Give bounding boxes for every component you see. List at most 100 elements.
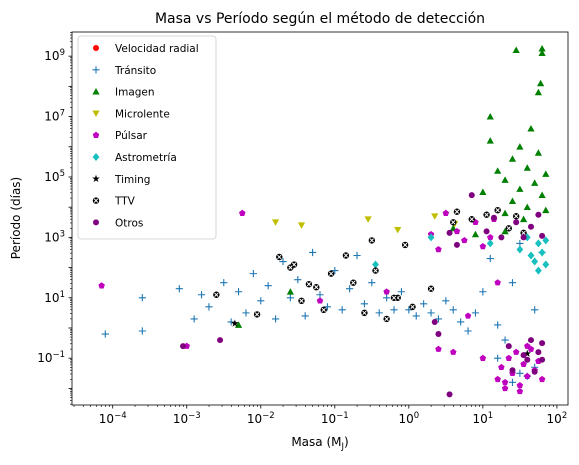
point-8-14 xyxy=(505,343,512,350)
point-7-15 xyxy=(409,303,416,311)
point-7-7 xyxy=(320,306,327,314)
point-4-34 xyxy=(494,279,501,286)
point-7-20-cross xyxy=(506,226,511,231)
legend-marker-4-shape xyxy=(92,131,100,138)
point-2-24-shape xyxy=(542,170,550,177)
point-8-0-shape xyxy=(180,343,187,350)
point-1-42 xyxy=(479,288,487,296)
point-1-16 xyxy=(286,294,294,302)
point-6-0 xyxy=(231,319,239,327)
point-4-0 xyxy=(98,282,105,289)
point-1-22 xyxy=(331,266,339,275)
point-1-32-shape xyxy=(405,306,413,314)
point-1-16-shape xyxy=(286,294,294,302)
point-1-1-shape xyxy=(138,327,146,335)
point-5-10-shape xyxy=(534,266,542,275)
point-8-22-shape xyxy=(539,356,546,363)
legend-entry-5: Astrometría xyxy=(92,152,177,164)
point-1-11-shape xyxy=(249,270,257,278)
point-2-6 xyxy=(501,209,509,217)
point-7-16-cross xyxy=(428,286,434,291)
point-1-8-shape xyxy=(227,318,235,326)
point-1-30 xyxy=(390,306,398,314)
point-1-27-shape xyxy=(368,279,376,287)
point-1-23 xyxy=(338,306,346,314)
legend-label-4: Púlsar xyxy=(115,130,148,142)
point-2-21-shape xyxy=(538,45,546,52)
y-tick-base: 10 xyxy=(44,110,59,124)
point-3-0-shape xyxy=(271,219,280,226)
point-3-2-shape xyxy=(364,216,372,223)
point-2-20-shape xyxy=(537,79,545,87)
point-1-41 xyxy=(471,309,480,317)
point-4-27 xyxy=(524,342,531,349)
point-1-10 xyxy=(242,309,250,317)
point-4-18-shape xyxy=(516,381,524,389)
point-1-5-shape xyxy=(197,291,206,299)
point-4-32-shape xyxy=(316,297,324,304)
point-8-9 xyxy=(539,232,546,239)
point-2-22 xyxy=(538,49,546,57)
x-axis-label: Masa (MJ) xyxy=(291,435,348,452)
point-7-11-cross xyxy=(362,310,367,316)
legend: Velocidad radial Tránsito Imagen Microlente… xyxy=(77,35,217,240)
point-7-13-cross xyxy=(384,316,389,322)
point-5-7 xyxy=(534,239,542,248)
point-4-30-shape xyxy=(464,312,472,319)
point-1-20-shape xyxy=(316,291,324,299)
point-4-4 xyxy=(435,246,442,253)
point-7-27-cross xyxy=(288,265,293,270)
legend-entry-8: Otros xyxy=(93,217,143,229)
x-tick-exponent: −4 xyxy=(114,411,127,421)
point-1-15 xyxy=(279,257,287,266)
point-4-19 xyxy=(520,360,527,367)
point-8-13 xyxy=(435,331,442,338)
point-4-25 xyxy=(501,384,509,392)
legend-entry-3: Microlente xyxy=(92,108,170,120)
y-tick-label: 109 xyxy=(44,48,65,63)
legend-label-6: Timing xyxy=(114,174,150,186)
legend-marker-6 xyxy=(92,174,100,183)
point-7-8 xyxy=(327,270,335,277)
point-1-40-shape xyxy=(464,327,472,335)
point-7-10 xyxy=(350,279,357,286)
y-tick-base: 10 xyxy=(37,351,52,365)
point-5-11 xyxy=(542,236,550,245)
point-1-23-shape xyxy=(338,306,346,314)
point-8-5 xyxy=(513,219,520,226)
legend-entry-1: Tránsito xyxy=(92,65,156,77)
point-8-2 xyxy=(468,192,475,199)
point-1-18 xyxy=(301,312,309,320)
point-7-1-cross xyxy=(254,312,260,317)
point-1-46 xyxy=(508,279,517,287)
point-2-12-shape xyxy=(516,185,524,192)
y-tick-exponent: 5 xyxy=(60,169,65,179)
point-6-1 xyxy=(523,349,532,357)
point-1-42-shape xyxy=(479,288,487,296)
point-1-10-shape xyxy=(242,309,250,317)
point-8-13-shape xyxy=(435,331,442,338)
data-points xyxy=(98,45,550,398)
series-2 xyxy=(234,45,550,328)
point-4-10-shape xyxy=(487,233,494,241)
point-7-12-cross xyxy=(373,268,378,273)
point-1-2 xyxy=(138,294,146,302)
point-1-49 xyxy=(531,306,539,314)
x-tick-exponent: −2 xyxy=(262,411,275,421)
point-1-4 xyxy=(190,315,198,323)
point-8-21 xyxy=(531,368,538,375)
x-tick-label: 10−4 xyxy=(99,411,127,426)
point-4-27-shape xyxy=(524,342,531,349)
legend-marker-5 xyxy=(92,153,100,161)
point-2-4-shape xyxy=(486,112,494,120)
legend-label-0: Velocidad radial xyxy=(115,43,199,55)
point-5-6-shape xyxy=(531,257,539,266)
point-4-1 xyxy=(239,209,246,216)
point-4-25-shape xyxy=(501,384,509,392)
point-4-32 xyxy=(316,297,324,304)
series-7 xyxy=(213,206,527,323)
x-tick-exponent: −1 xyxy=(336,411,349,421)
point-4-31 xyxy=(383,288,390,295)
point-5-5 xyxy=(527,251,535,260)
point-4-33-shape xyxy=(479,354,487,361)
